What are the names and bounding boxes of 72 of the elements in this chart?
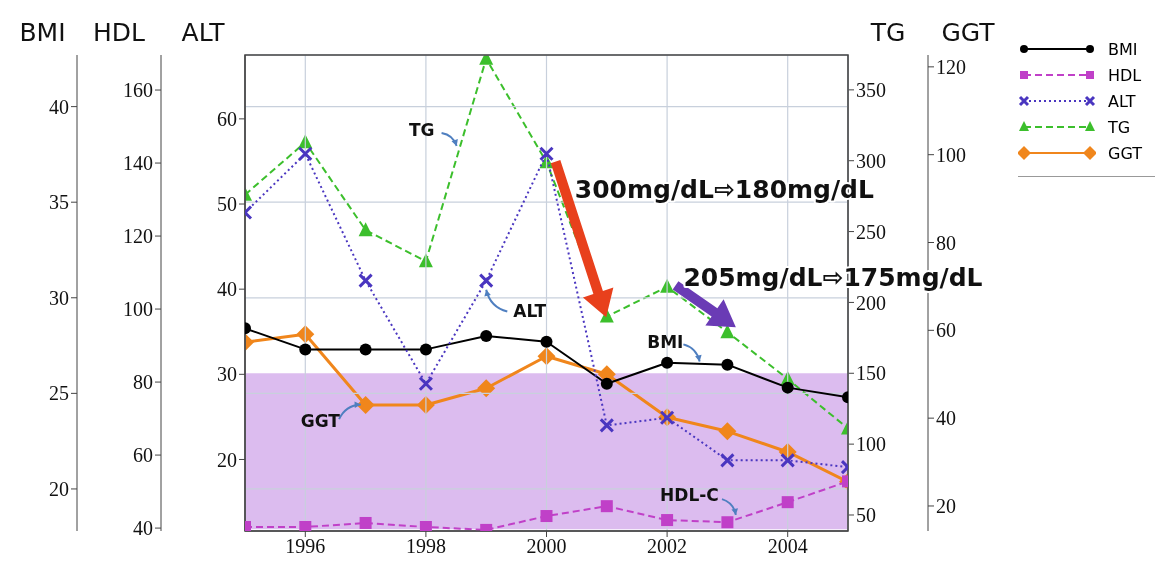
point	[359, 343, 372, 356]
point	[599, 417, 615, 433]
point	[478, 273, 494, 289]
point	[720, 324, 735, 339]
point	[299, 343, 312, 356]
y3-tick-label: 35	[49, 191, 69, 214]
y3-tick-label: 40	[49, 95, 69, 118]
point	[480, 330, 493, 343]
point	[358, 222, 373, 237]
point	[600, 377, 613, 390]
legend-label: BMI	[1108, 39, 1138, 59]
annotation: GGT	[300, 411, 341, 432]
point	[718, 422, 737, 441]
y-tick-label: 30	[217, 363, 237, 386]
y2-tick-label: 60	[936, 319, 956, 342]
legend-label: ALT	[1108, 91, 1136, 111]
point	[719, 452, 735, 468]
annotation: TG	[408, 119, 435, 140]
y-tick-label: 50	[856, 504, 876, 527]
y-tick-label: 250	[856, 220, 886, 243]
point	[356, 395, 375, 414]
y-tick-label: 50	[217, 193, 237, 216]
y-tick-label: 40	[217, 278, 237, 301]
annotation: ALT	[513, 300, 547, 321]
point	[419, 343, 432, 356]
x-tick-label: 2000	[526, 535, 567, 558]
y3-axis-title: BMI	[19, 18, 66, 47]
point	[661, 356, 674, 369]
annotation: BMI	[647, 331, 684, 352]
x-tick-label: 1998	[405, 535, 446, 558]
point	[477, 379, 496, 398]
x-tick-label: 2002	[647, 535, 688, 558]
y-tick-label: 100	[856, 433, 886, 456]
y3-tick-label: 30	[49, 286, 69, 309]
y2-tick-label: 80	[936, 231, 956, 254]
point	[539, 146, 554, 162]
y-tick-label: 350	[856, 78, 886, 101]
y-axis-title: TG	[869, 18, 906, 47]
point	[540, 335, 553, 348]
y2-tick-label: 100	[936, 143, 966, 166]
legend-label: TG	[1108, 117, 1131, 137]
y-tick-label: 300	[856, 149, 886, 172]
y-tick-label: 200	[856, 291, 886, 314]
y2-tick-label: 120	[936, 55, 966, 78]
x-tick-label: 2004	[767, 535, 808, 558]
y-tick-label: 150	[856, 362, 886, 385]
y2-tick-label: 80	[133, 371, 153, 394]
y2-tick-label: 60	[133, 444, 153, 467]
y2-tick-label: 140	[123, 152, 153, 175]
y-axis-title: ALT	[181, 18, 226, 47]
y-tick-label: 20	[217, 448, 237, 471]
legend-label: GGT	[1108, 143, 1142, 163]
x-tick-label: 1996	[285, 535, 326, 558]
point	[297, 146, 313, 162]
y2-tick-label: 40	[133, 517, 153, 540]
legend-label: HDL	[1108, 65, 1142, 85]
y2-tick-label: 40	[936, 407, 956, 430]
point	[418, 376, 434, 392]
point	[781, 381, 794, 394]
y2-axis-title: GGT	[941, 18, 996, 47]
point	[780, 452, 796, 468]
y2-tick-label: 160	[123, 79, 153, 102]
point	[358, 273, 374, 289]
y3-tick-label: 25	[49, 382, 69, 405]
point	[721, 358, 734, 371]
y2-tick-label: 20	[936, 495, 956, 518]
annotation: HDL-C	[660, 485, 719, 506]
y2-tick-label: 100	[123, 298, 153, 321]
y-tick-label: 60	[217, 107, 237, 130]
y2-tick-label: 120	[123, 225, 153, 248]
y2-axis-title: HDL	[93, 18, 146, 47]
y3-tick-label: 20	[49, 478, 69, 501]
